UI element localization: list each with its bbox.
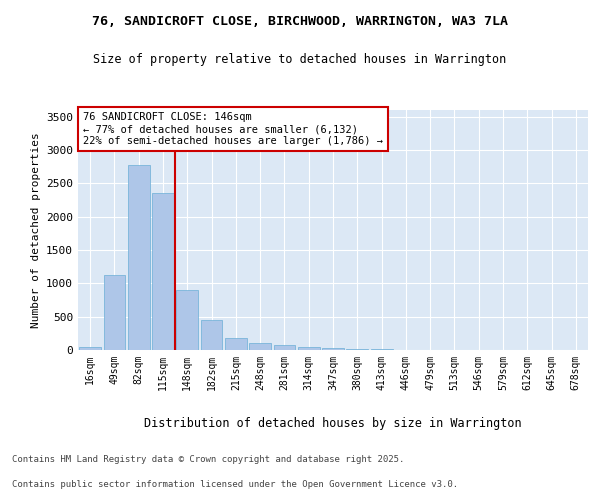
Text: 76, SANDICROFT CLOSE, BIRCHWOOD, WARRINGTON, WA3 7LA: 76, SANDICROFT CLOSE, BIRCHWOOD, WARRING… — [92, 15, 508, 28]
Bar — [152, 194, 174, 350]
Bar — [225, 338, 247, 350]
Bar — [200, 320, 223, 350]
Bar — [298, 347, 320, 350]
Text: Contains HM Land Registry data © Crown copyright and database right 2025.: Contains HM Land Registry data © Crown c… — [12, 455, 404, 464]
Text: Distribution of detached houses by size in Warrington: Distribution of detached houses by size … — [144, 418, 522, 430]
Text: Contains public sector information licensed under the Open Government Licence v3: Contains public sector information licen… — [12, 480, 458, 489]
Bar — [322, 348, 344, 350]
Text: 76 SANDICROFT CLOSE: 146sqm
← 77% of detached houses are smaller (6,132)
22% of : 76 SANDICROFT CLOSE: 146sqm ← 77% of det… — [83, 112, 383, 146]
Bar — [128, 164, 149, 350]
Text: Size of property relative to detached houses in Warrington: Size of property relative to detached ho… — [94, 52, 506, 66]
Bar — [346, 349, 368, 350]
Bar — [249, 343, 271, 350]
Bar — [104, 276, 125, 350]
Bar — [274, 346, 295, 350]
Bar — [79, 346, 101, 350]
Y-axis label: Number of detached properties: Number of detached properties — [31, 132, 41, 328]
Bar — [176, 290, 198, 350]
